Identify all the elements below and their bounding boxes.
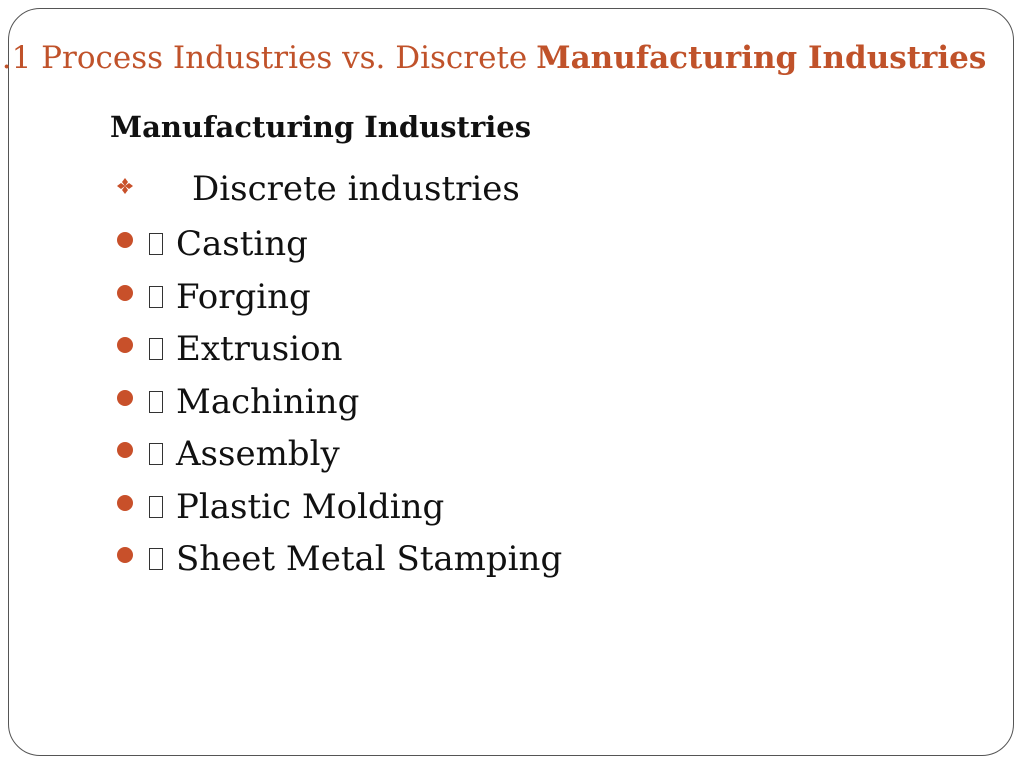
bullet [117, 442, 133, 458]
missing-glyph-icon [149, 338, 163, 360]
bullet [117, 337, 133, 353]
section-text: Discrete industries [192, 169, 520, 209]
title-bold: Manufacturing Industries [536, 40, 987, 76]
item-text: Machining [176, 381, 360, 422]
item-text: Assembly [176, 434, 340, 474]
list-item: Plastic Molding [114, 484, 562, 537]
list-item: Assembly [114, 431, 562, 484]
title-regular: 5.1 Process Industries vs. Discrete [0, 40, 528, 76]
section: Discrete industries [110, 169, 520, 209]
list-item: Machining [114, 379, 562, 432]
bullet [117, 284, 133, 301]
heading: Manufacturing Industries [110, 110, 532, 144]
missing-glyph-icon [149, 495, 163, 518]
missing-glyph-icon [149, 443, 163, 465]
bullet [117, 547, 133, 563]
diamond-bullet [117, 178, 133, 194]
slide-title: 5.1 Process Industries vs. Discrete Manuf… [0, 40, 986, 76]
list-item: Casting [114, 221, 562, 274]
missing-glyph-icon [149, 233, 163, 255]
list-item: Forging [114, 274, 562, 327]
list-item: Sheet Metal Stamping [114, 536, 562, 589]
slide-frame [8, 8, 1014, 756]
missing-glyph-icon [149, 285, 163, 308]
bullet [117, 232, 133, 248]
item-text: Plastic Molding [176, 486, 445, 527]
bullet [117, 494, 133, 511]
item-text: Extrusion [176, 329, 343, 369]
bullet [117, 389, 133, 406]
missing-glyph-icon [149, 390, 163, 413]
item-text: Sheet Metal Stamping [176, 539, 563, 579]
item-text: Casting [176, 224, 308, 264]
item-text: Forging [176, 276, 311, 317]
list-item: Extrusion [114, 326, 562, 379]
item-list: Casting Forging Extrusion Machining Assembly… [114, 221, 562, 589]
missing-glyph-icon [149, 548, 163, 570]
